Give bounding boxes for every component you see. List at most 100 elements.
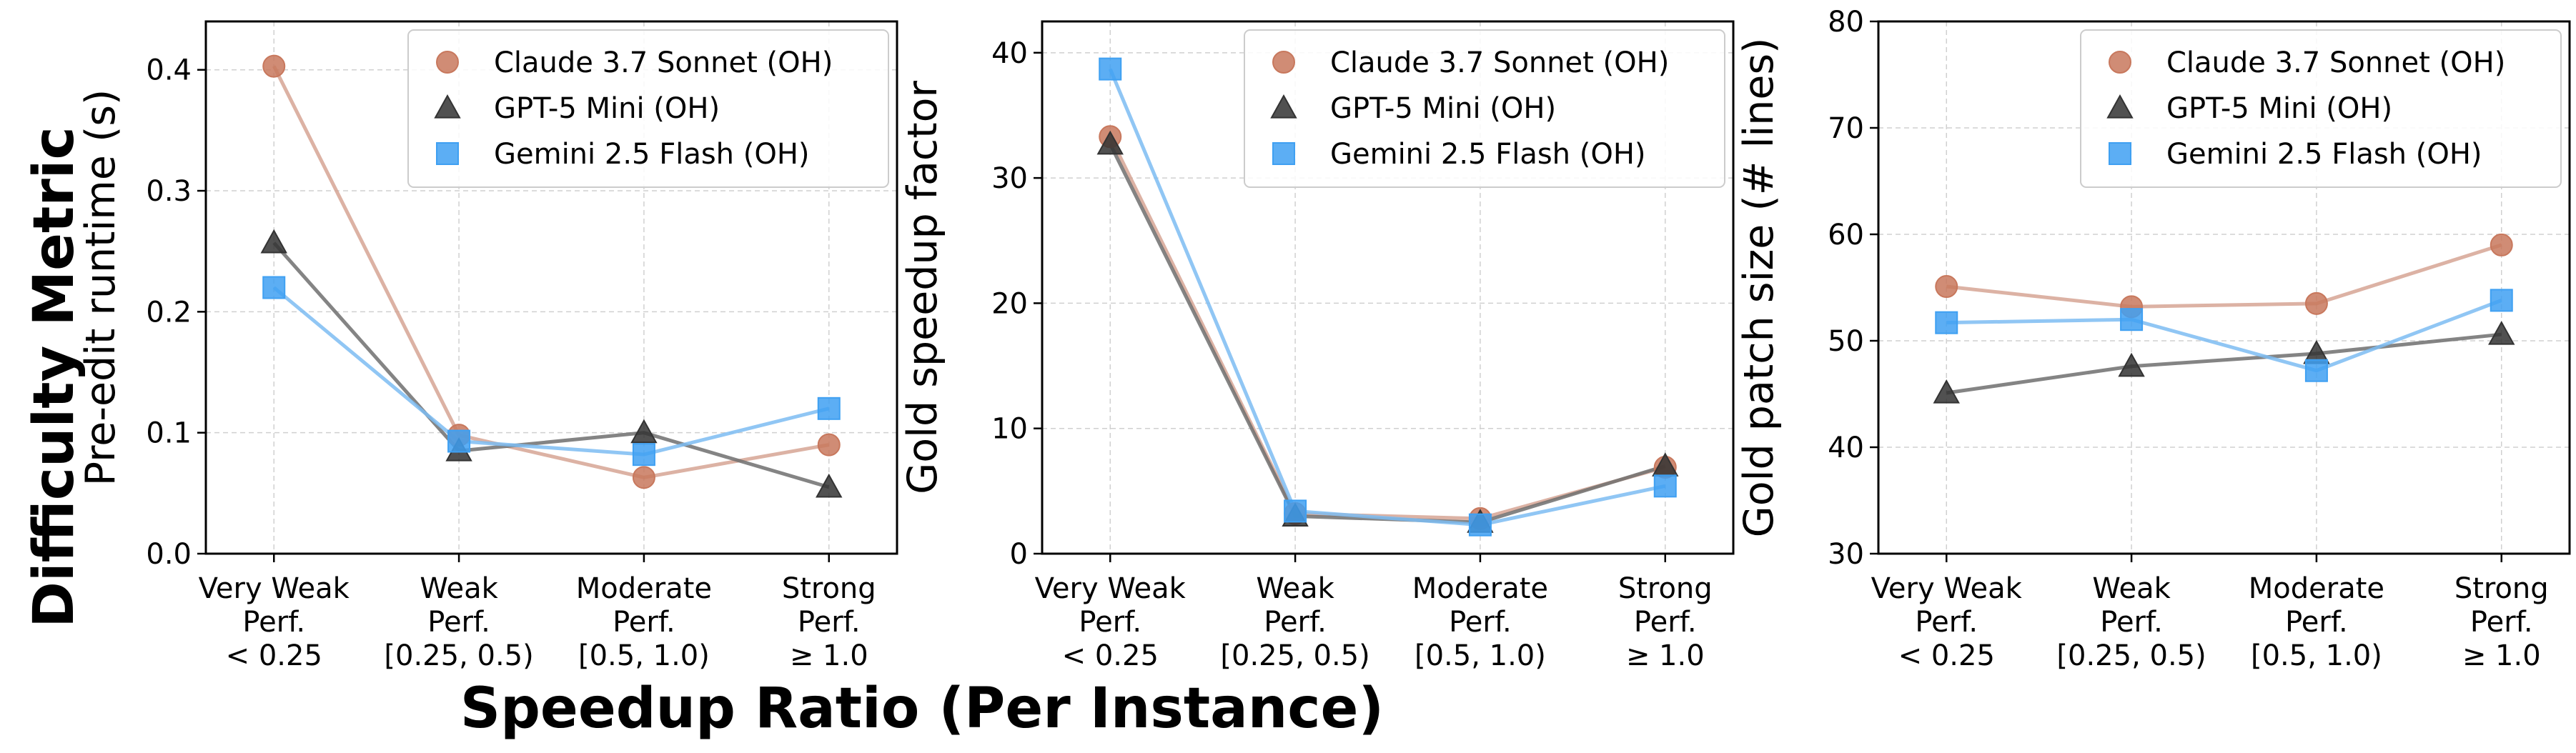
- y-axis-label: Pre-edit runtime (s): [77, 89, 124, 487]
- legend-label: Claude 3.7 Sonnet (OH): [2166, 46, 2505, 79]
- legend-marker-claude: [436, 51, 459, 74]
- x-tick-label: Perf.: [798, 606, 861, 639]
- data-point-gemini: [262, 276, 286, 299]
- legend-box: [1244, 29, 1725, 188]
- y-tick-label: 0.4: [146, 54, 192, 87]
- series-line-gpt: [272, 241, 830, 489]
- data-point-gpt: [816, 473, 843, 498]
- y-axis-label: Gold speedup factor: [899, 81, 946, 494]
- y-axis-label: Gold patch size (# lines): [1735, 38, 1783, 538]
- data-point-gemini: [2490, 289, 2513, 312]
- x-tick-label: Perf.: [1449, 606, 1512, 639]
- x-tick-label: [0.5, 1.0): [578, 639, 710, 672]
- legend-box: [407, 29, 889, 188]
- legend-marker-gpt: [1270, 94, 1297, 119]
- x-tick-label: Strong: [782, 572, 876, 605]
- x-tick-label: Perf.: [1264, 606, 1327, 639]
- y-tick-label: 70: [1828, 112, 1864, 145]
- data-point-gemini: [1468, 513, 1492, 537]
- data-point-gemini: [632, 443, 655, 467]
- x-tick-label: Weak: [2092, 572, 2171, 605]
- x-tick-label: Weak: [1256, 572, 1334, 605]
- x-tick-label: Perf.: [427, 606, 490, 639]
- x-tick-label: ≥ 1.0: [2462, 639, 2541, 672]
- y-tick-label: 50: [1828, 325, 1864, 358]
- x-tick-label: Perf.: [2100, 606, 2163, 639]
- data-point-gemini: [2120, 308, 2144, 331]
- data-point-gpt: [2118, 352, 2145, 377]
- y-tick-label: 60: [1828, 219, 1864, 251]
- x-tick-label: Perf.: [242, 606, 305, 639]
- x-tick-label: [0.5, 1.0): [2251, 639, 2382, 672]
- y-tick-label: 0.0: [146, 538, 192, 571]
- data-point-claude: [2304, 291, 2328, 315]
- x-tick-label: Perf.: [1915, 606, 1978, 639]
- y-tick-label: 0.1: [146, 417, 192, 450]
- legend-box: [2080, 29, 2562, 188]
- y-tick-label: 40: [1828, 432, 1864, 464]
- legend-label: Gemini 2.5 Flash (OH): [2166, 138, 2482, 171]
- y-tick-label: 0: [1010, 538, 1028, 571]
- y-tick-label: 30: [991, 162, 1028, 195]
- y-tick-label: 80: [1828, 6, 1864, 39]
- data-point-claude: [817, 433, 841, 457]
- data-point-gpt: [260, 229, 287, 254]
- y-tick-label: 40: [991, 37, 1028, 70]
- x-tick-label: Very Weak: [1035, 572, 1187, 605]
- data-point-gpt: [1933, 379, 1960, 404]
- x-tick-label: Perf.: [2470, 606, 2533, 639]
- x-tick-label: < 0.25: [1062, 639, 1159, 672]
- figure-ylabel: Difficulty Metric: [22, 126, 86, 628]
- x-tick-label: < 0.25: [226, 639, 322, 672]
- legend-marker-gpt: [2106, 94, 2134, 119]
- data-point-gemini: [1935, 311, 1958, 334]
- legend-marker-gpt: [434, 94, 461, 119]
- legend-marker-gemini: [2109, 142, 2131, 165]
- data-point-gemini: [2304, 359, 2328, 382]
- figure-xlabel: Speedup Ratio (Per Instance): [460, 677, 1384, 741]
- data-point-claude: [2490, 233, 2513, 256]
- x-tick-label: [0.5, 1.0): [1415, 639, 1546, 672]
- x-tick-label: Perf.: [1634, 606, 1697, 639]
- axes-frame: [1877, 20, 2571, 555]
- data-point-gemini: [1099, 57, 1122, 81]
- x-tick-label: Very Weak: [1871, 572, 2023, 605]
- legend-label: GPT-5 Mini (OH): [494, 92, 720, 125]
- x-tick-label: Moderate: [576, 572, 712, 605]
- x-tick-label: Strong: [1618, 572, 1713, 605]
- series-line-gpt: [1109, 143, 1666, 524]
- axes-frame: [1041, 20, 1735, 555]
- legend-marker-gemini: [1272, 142, 1295, 165]
- data-point-claude: [632, 466, 655, 489]
- data-point-gemini: [1653, 474, 1677, 498]
- series-line-claude: [1946, 243, 2502, 309]
- data-point-gemini: [817, 397, 841, 420]
- data-point-gpt: [1096, 130, 1124, 155]
- legend-label: Gemini 2.5 Flash (OH): [494, 138, 810, 171]
- data-point-claude: [1935, 275, 1958, 299]
- series-line-gemini: [1108, 68, 1666, 527]
- x-tick-label: [0.25, 0.5): [2056, 639, 2206, 672]
- x-tick-label: Weak: [420, 572, 498, 605]
- x-tick-label: < 0.25: [1898, 639, 1995, 672]
- axes-frame: [204, 20, 898, 555]
- x-tick-label: Moderate: [1412, 572, 1548, 605]
- legend-marker-gemini: [436, 142, 459, 165]
- x-tick-label: Strong: [2454, 572, 2549, 605]
- y-tick-label: 20: [991, 287, 1028, 320]
- x-tick-label: ≥ 1.0: [790, 639, 868, 672]
- data-point-gpt: [630, 419, 658, 444]
- series-line-claude: [1109, 136, 1666, 521]
- legend-label: Claude 3.7 Sonnet (OH): [494, 46, 833, 79]
- legend-label: GPT-5 Mini (OH): [2166, 92, 2392, 125]
- x-tick-label: Perf.: [2285, 606, 2348, 639]
- series-line-gemini: [1946, 299, 2502, 373]
- x-tick-label: Very Weak: [199, 572, 350, 605]
- x-tick-label: [0.25, 0.5): [384, 639, 533, 672]
- data-point-gpt: [2488, 321, 2515, 345]
- y-tick-label: 0.2: [146, 296, 192, 329]
